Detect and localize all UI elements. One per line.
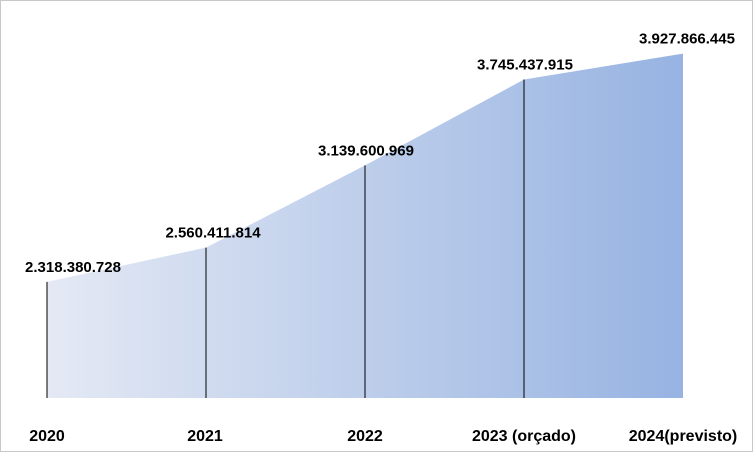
data-label: 3.139.600.969 (318, 142, 414, 159)
category-label: 2022 (347, 428, 383, 445)
data-label: 2.560.411.814 (165, 225, 261, 242)
category-label: 2024(previsto) (629, 428, 738, 445)
category-label: 2020 (29, 428, 65, 445)
data-label: 3.745.437.915 (477, 56, 573, 73)
data-label: 2.318.380.728 (25, 259, 121, 276)
category-label: 2021 (187, 428, 223, 445)
data-label: 3.927.866.445 (639, 31, 735, 48)
category-label: 2023 (orçado) (472, 428, 576, 445)
